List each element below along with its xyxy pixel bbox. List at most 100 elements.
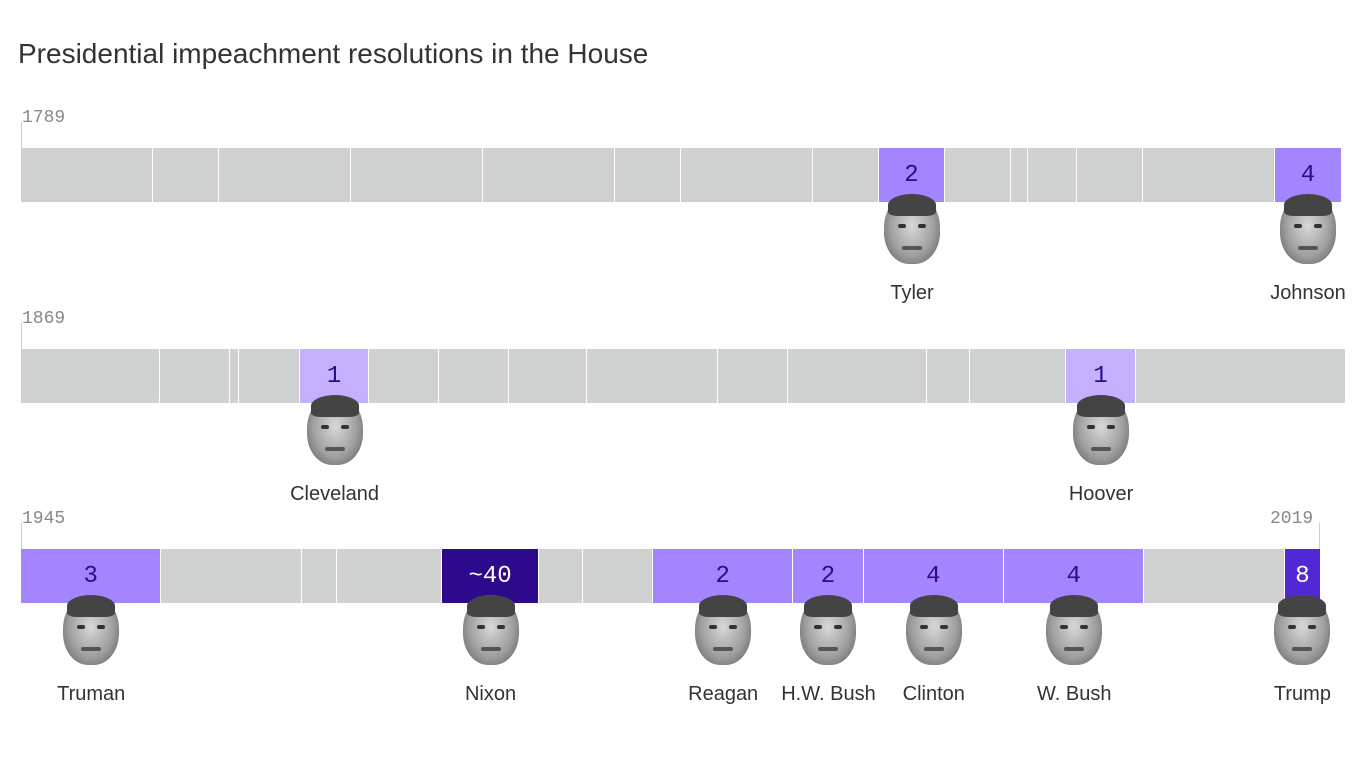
term-segment (1143, 148, 1275, 202)
resolution-count-label: 4 (1066, 562, 1081, 590)
term-segment (681, 148, 813, 202)
term-segment (160, 349, 231, 403)
president-name-label: Nixon (464, 683, 517, 705)
chart-title: Presidential impeachment resolutions in … (18, 38, 649, 69)
term-segment (582, 549, 653, 603)
term-segment-w-bush: 4 (1004, 549, 1145, 603)
term-segment (615, 148, 681, 202)
portrait-eye (77, 625, 86, 629)
term-segment (587, 349, 718, 403)
term-segment (717, 349, 788, 403)
term-segment (1144, 549, 1285, 603)
portrait-mouth (1292, 647, 1313, 651)
portrait-mouth (902, 246, 922, 250)
term-segment (230, 349, 239, 403)
term-segment-cleveland: 1 (299, 349, 370, 403)
term-segment (538, 549, 583, 603)
resolution-count-label: 4 (926, 562, 941, 590)
term-segment-hoover: 1 (1066, 349, 1136, 403)
portrait-eye (1107, 425, 1116, 429)
resolution-count-label: 1 (1093, 362, 1108, 390)
start-year-label: 1869 (22, 309, 66, 329)
president-portrait (1274, 595, 1331, 665)
portrait-eye (1087, 425, 1096, 429)
portrait-hair (466, 595, 515, 617)
term-segment (161, 549, 302, 603)
president-portrait (800, 595, 857, 665)
portrait-eye (1080, 625, 1089, 629)
resolution-count-label: 2 (715, 562, 730, 590)
portrait-eye (97, 625, 106, 629)
portrait-eye (1288, 625, 1297, 629)
portrait-eye (729, 625, 738, 629)
portrait-eye (320, 425, 329, 429)
term-segment (926, 349, 971, 403)
term-segment (970, 349, 1067, 403)
term-segment (153, 148, 219, 202)
president-portrait (1280, 194, 1336, 264)
end-year-label: 2019 (1270, 509, 1314, 529)
portrait-hair (909, 595, 958, 617)
president-name-label: Clinton (902, 683, 965, 705)
portrait-mouth (1064, 647, 1085, 651)
portrait-eye (1308, 625, 1317, 629)
term-segment (1135, 349, 1345, 403)
president-portrait (63, 595, 120, 665)
term-segment (369, 349, 440, 403)
end-tick (1319, 523, 1320, 549)
term-segment-clinton: 4 (863, 549, 1005, 603)
portrait-hair (804, 595, 853, 617)
portrait-hair (1077, 395, 1126, 417)
portrait-eye (898, 224, 906, 228)
term-segment-nixon: ~40 (442, 549, 539, 603)
resolution-count-label: 4 (1300, 161, 1316, 189)
term-segment (238, 349, 300, 403)
term-segment (219, 148, 351, 202)
term-segment-h-w-bush: 2 (793, 549, 864, 603)
portrait-eye (939, 625, 948, 629)
term-segment-truman: 3 (21, 549, 162, 603)
portrait-mouth (81, 647, 102, 651)
term-segment (508, 349, 588, 403)
resolution-count-label: 1 (326, 362, 342, 390)
president-name-label: Trump (1273, 683, 1331, 705)
portrait-eye (709, 625, 718, 629)
start-tick (21, 523, 22, 549)
president-portrait (884, 194, 940, 264)
portrait-mouth (713, 647, 734, 651)
term-segment (1077, 148, 1143, 202)
term-segment-trump: 8 (1284, 549, 1320, 603)
resolution-count-label: 2 (904, 161, 919, 189)
president-name-label: H.W. Bush (781, 683, 876, 705)
portrait-hair (1278, 595, 1327, 617)
portrait-eye (1060, 625, 1069, 629)
portrait-eye (340, 425, 349, 429)
president-portrait (306, 395, 363, 465)
portrait-eye (834, 625, 843, 629)
timeline-row: 1945 2019 3 Truman ~40 Nixon 2 Reagan 2 H.W. Bush… (0, 509, 1366, 749)
term-segment (787, 349, 927, 403)
term-segment-reagan: 2 (652, 549, 794, 603)
term-segment (813, 148, 879, 202)
term-segment (336, 549, 443, 603)
portrait-mouth (818, 647, 839, 651)
start-tick (21, 122, 22, 148)
term-segment-tyler: 2 (879, 148, 945, 202)
portrait-mouth (480, 647, 501, 651)
portrait-mouth (923, 647, 944, 651)
portrait-eye (1314, 224, 1322, 228)
portrait-mouth (1091, 447, 1112, 451)
portrait-hair (699, 595, 748, 617)
timeline-row: 1869 1 Cleveland 1 Hoover (0, 309, 1366, 549)
portrait-eye (919, 625, 928, 629)
portrait-eye (814, 625, 823, 629)
timeline-row: 1789 2 Tyler 4 Johnson (0, 108, 1366, 348)
portrait-eye (918, 224, 926, 228)
term-segment (1027, 148, 1077, 202)
portrait-hair (1050, 595, 1099, 617)
portrait-mouth (324, 447, 345, 451)
term-segment (351, 148, 483, 202)
president-portrait (462, 595, 519, 665)
resolution-count-label: ~40 (468, 562, 512, 590)
president-name-label: Reagan (688, 683, 759, 705)
